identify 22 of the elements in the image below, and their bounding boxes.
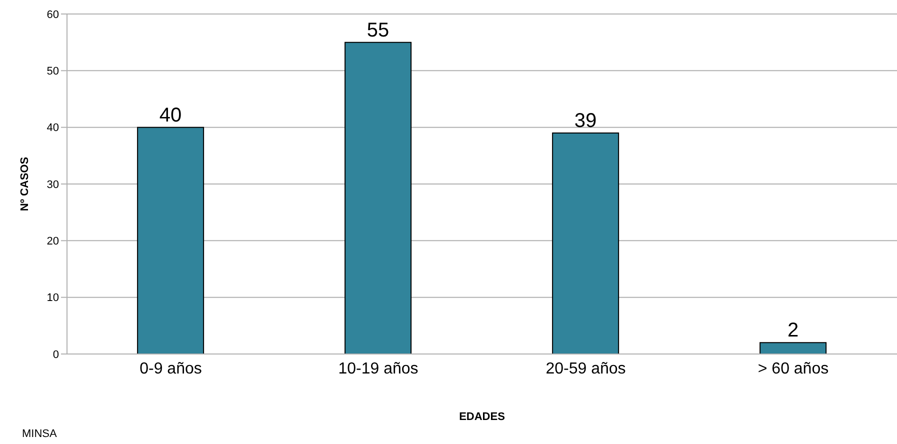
x-axis-title: EDADES xyxy=(459,411,505,423)
y-tick-label: 20 xyxy=(46,236,59,248)
bar xyxy=(137,126,204,354)
data-label: 55 xyxy=(366,19,390,42)
data-label: 2 xyxy=(787,320,799,342)
y-tick-label: 60 xyxy=(46,8,59,21)
bar xyxy=(344,42,412,354)
bar xyxy=(552,132,620,354)
bar xyxy=(760,342,827,354)
y-tick-label: 10 xyxy=(46,292,59,304)
y-tick-label: 0 xyxy=(52,348,59,361)
x-tick-label: 0-9 años xyxy=(140,360,202,378)
y-axis-title: Nº CASOS xyxy=(18,156,31,212)
x-tick-label: 10-19 años xyxy=(338,360,418,378)
data-label: 40 xyxy=(159,104,182,126)
x-tick-label: > 60 años xyxy=(758,360,829,378)
text: MINSA xyxy=(22,428,57,440)
data-label: 39 xyxy=(574,110,597,132)
y-tick-label: 40 xyxy=(46,122,59,134)
x-tick-label: 20-59 años xyxy=(546,360,626,378)
y-tick-label: 30 xyxy=(46,178,59,191)
y-tick-label: 50 xyxy=(46,66,59,78)
